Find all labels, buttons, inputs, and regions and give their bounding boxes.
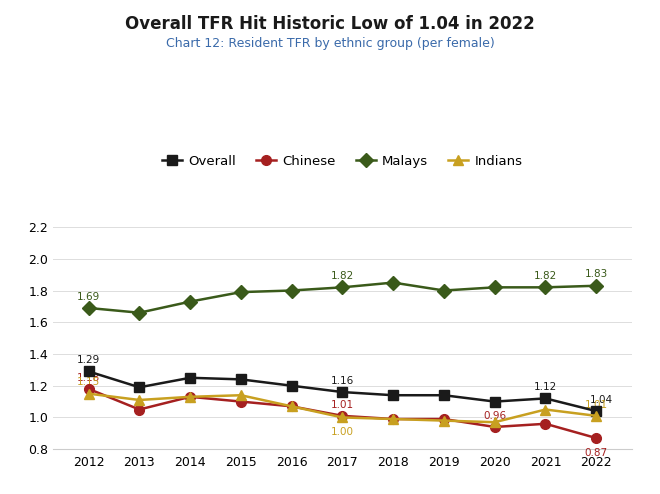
Text: Chart 12: Resident TFR by ethnic group (per female): Chart 12: Resident TFR by ethnic group (…	[166, 37, 494, 50]
Text: 1.01: 1.01	[585, 400, 608, 410]
Text: 1.00: 1.00	[331, 427, 354, 438]
Text: 1.18: 1.18	[77, 372, 100, 382]
Text: 1.29: 1.29	[77, 355, 100, 365]
Text: 1.82: 1.82	[534, 271, 557, 281]
Text: 1.69: 1.69	[77, 291, 100, 302]
Text: 1.01: 1.01	[331, 400, 354, 410]
Text: 0.87: 0.87	[585, 448, 608, 458]
Text: 1.82: 1.82	[331, 271, 354, 281]
Text: 1.16: 1.16	[331, 376, 354, 386]
Text: Overall TFR Hit Historic Low of 1.04 in 2022: Overall TFR Hit Historic Low of 1.04 in …	[125, 15, 535, 33]
Text: 1.83: 1.83	[585, 269, 608, 280]
Text: 1.04: 1.04	[590, 395, 613, 405]
Text: 1.12: 1.12	[534, 382, 557, 392]
Legend: Overall, Chinese, Malays, Indians: Overall, Chinese, Malays, Indians	[157, 149, 528, 173]
Text: 1.15: 1.15	[77, 377, 100, 387]
Text: 0.96: 0.96	[483, 411, 506, 420]
